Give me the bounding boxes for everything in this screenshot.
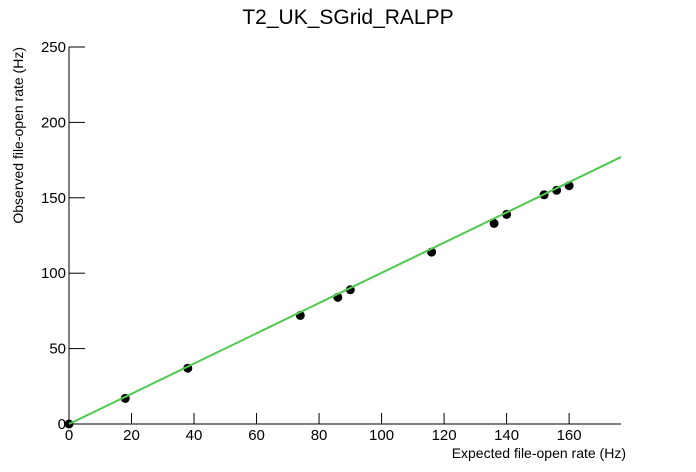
x-tick-label: 160 <box>557 427 582 444</box>
x-tick-label: 100 <box>369 427 394 444</box>
y-axis-label: Observed file-open rate (Hz) <box>10 47 26 224</box>
x-tick-label: 0 <box>65 427 73 444</box>
y-tick-label: 150 <box>41 190 66 207</box>
y-tick-label: 50 <box>49 341 66 358</box>
y-tick-label: 100 <box>41 265 66 282</box>
y-tick-label: 250 <box>41 39 66 56</box>
y-tick-label: 0 <box>58 416 66 433</box>
x-tick-label: 80 <box>311 427 328 444</box>
x-tick-label: 140 <box>494 427 519 444</box>
x-tick-label: 40 <box>186 427 203 444</box>
data-point <box>489 218 499 228</box>
y-tick-label: 200 <box>41 114 66 131</box>
chart-title: T2_UK_SGrid_RALPP <box>242 6 453 29</box>
fit-line <box>68 156 622 425</box>
x-tick-label: 60 <box>248 427 265 444</box>
x-tick-label: 120 <box>432 427 457 444</box>
x-axis-label: Expected file-open rate (Hz) <box>452 445 626 461</box>
x-tick-label: 20 <box>123 427 140 444</box>
